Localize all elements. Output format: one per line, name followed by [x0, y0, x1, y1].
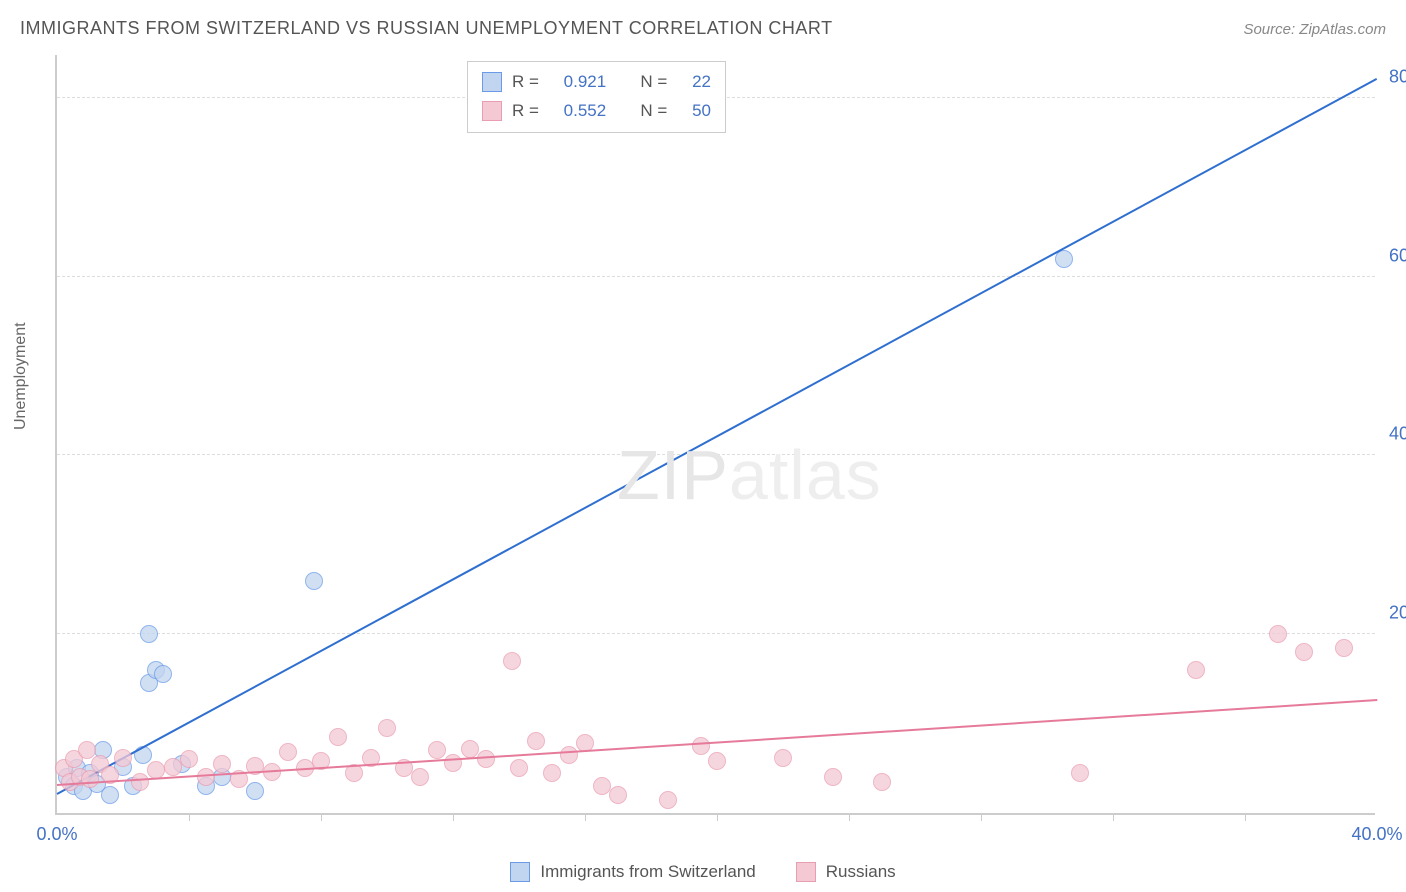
scatter-point — [461, 740, 479, 758]
legend-item: Russians — [796, 862, 896, 882]
legend-item: Immigrants from Switzerland — [510, 862, 755, 882]
chart-header: IMMIGRANTS FROM SWITZERLAND VS RUSSIAN U… — [20, 18, 1386, 39]
legend-swatch — [796, 862, 816, 882]
watermark-zip: ZIP — [617, 436, 729, 514]
scatter-point — [180, 750, 198, 768]
legend-swatch — [482, 72, 502, 92]
scatter-point — [1071, 764, 1089, 782]
r-label: R = — [512, 68, 539, 97]
legend-stat-row: R = 0.552 N = 50 — [482, 97, 711, 126]
x-tick — [189, 813, 190, 821]
scatter-point — [164, 758, 182, 776]
scatter-point — [1269, 625, 1287, 643]
chart-title: IMMIGRANTS FROM SWITZERLAND VS RUSSIAN U… — [20, 18, 833, 39]
gridline — [57, 276, 1375, 277]
n-label: N = — [640, 97, 667, 126]
scatter-point — [543, 764, 561, 782]
scatter-point — [659, 791, 677, 809]
x-tick-label: 40.0% — [1351, 824, 1402, 845]
scatter-point — [708, 752, 726, 770]
scatter-point — [140, 625, 158, 643]
scatter-point — [428, 741, 446, 759]
y-axis-label: Unemployment — [12, 322, 30, 430]
scatter-point — [1187, 661, 1205, 679]
scatter-point — [197, 768, 215, 786]
x-tick — [981, 813, 982, 821]
gridline — [57, 633, 1375, 634]
scatter-point — [329, 728, 347, 746]
scatter-point — [692, 737, 710, 755]
x-tick — [321, 813, 322, 821]
series-legend: Immigrants from Switzerland Russians — [0, 862, 1406, 882]
scatter-point — [593, 777, 611, 795]
legend-stat-row: R = 0.921 N = 22 — [482, 68, 711, 97]
source-attribution: Source: ZipAtlas.com — [1243, 21, 1386, 38]
legend-label: Immigrants from Switzerland — [540, 862, 755, 882]
scatter-point — [477, 750, 495, 768]
scatter-point — [444, 754, 462, 772]
legend-swatch — [482, 101, 502, 121]
n-label: N = — [640, 68, 667, 97]
scatter-point — [213, 755, 231, 773]
r-value: 0.921 — [564, 68, 607, 97]
scatter-plot-area: ZIPatlas R = 0.921 N = 22R = 0.552 N = 5… — [55, 55, 1375, 815]
y-tick-label: 60.0% — [1389, 245, 1406, 266]
scatter-point — [774, 749, 792, 767]
scatter-point — [246, 782, 264, 800]
scatter-point — [131, 773, 149, 791]
n-value: 50 — [692, 97, 711, 126]
scatter-point — [279, 743, 297, 761]
scatter-point — [510, 759, 528, 777]
scatter-point — [873, 773, 891, 791]
scatter-point — [560, 746, 578, 764]
gridline — [57, 454, 1375, 455]
x-tick — [717, 813, 718, 821]
legend-label: Russians — [826, 862, 896, 882]
x-tick — [1245, 813, 1246, 821]
scatter-point — [81, 770, 99, 788]
r-label: R = — [512, 97, 539, 126]
x-tick-label: 0.0% — [36, 824, 77, 845]
y-tick-label: 80.0% — [1389, 66, 1406, 87]
trend-line — [57, 699, 1377, 786]
x-tick — [585, 813, 586, 821]
scatter-point — [1335, 639, 1353, 657]
scatter-point — [411, 768, 429, 786]
scatter-point — [527, 732, 545, 750]
scatter-point — [824, 768, 842, 786]
scatter-point — [101, 786, 119, 804]
scatter-point — [305, 572, 323, 590]
y-tick-label: 40.0% — [1389, 424, 1406, 445]
trend-line — [57, 78, 1378, 795]
watermark-atlas: atlas — [729, 436, 882, 514]
scatter-point — [1295, 643, 1313, 661]
scatter-point — [503, 652, 521, 670]
y-tick-label: 20.0% — [1389, 603, 1406, 624]
x-tick — [1113, 813, 1114, 821]
x-tick — [453, 813, 454, 821]
scatter-point — [154, 665, 172, 683]
x-tick — [849, 813, 850, 821]
watermark: ZIPatlas — [617, 435, 882, 515]
scatter-point — [114, 749, 132, 767]
scatter-point — [378, 719, 396, 737]
n-value: 22 — [692, 68, 711, 97]
legend-swatch — [510, 862, 530, 882]
r-value: 0.552 — [564, 97, 607, 126]
correlation-legend: R = 0.921 N = 22R = 0.552 N = 50 — [467, 61, 726, 133]
scatter-point — [609, 786, 627, 804]
